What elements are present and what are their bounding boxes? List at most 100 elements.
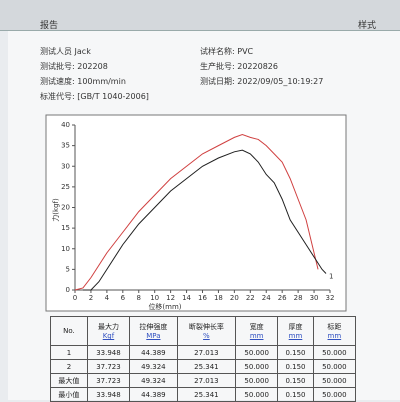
info-field: 测试批号: 202208 — [40, 61, 108, 72]
table-cell: 44.389 — [129, 345, 178, 360]
table-cell: 2 — [50, 359, 88, 374]
table-row: 1 33.948 44.389 27.013 50.000 0.150 50.000 — [50, 345, 357, 360]
column-name: 宽度 — [249, 323, 264, 331]
column-name: 断裂伸长率 — [188, 323, 224, 331]
field-label: 生产批号: — [200, 62, 235, 71]
table-cell: 50.000 — [312, 345, 357, 360]
table-cell: 37.723 — [86, 373, 131, 388]
data-line — [74, 133, 319, 291]
x-tick-label: 26 — [278, 294, 287, 302]
column-name: 厚度 — [288, 323, 303, 331]
tab[interactable]: 样式 — [358, 21, 377, 31]
field-label: 试样名称: — [200, 47, 235, 56]
column-header: No. — [50, 316, 88, 346]
table-cell: 25.341 — [176, 359, 237, 374]
column-header: 最大力 Kgf — [86, 316, 131, 346]
column-name: 最大力 — [97, 323, 119, 331]
column-name: 标距 — [327, 323, 342, 331]
y-tick-label: 15 — [61, 224, 70, 232]
x-tick-label: 12 — [166, 294, 175, 302]
table-cell: 最小值 — [50, 387, 88, 402]
table-cell: 0.150 — [277, 359, 314, 374]
info-field: 测试速度: 100mm/min — [40, 76, 126, 87]
field-label: 标准代号: — [40, 92, 75, 101]
table-row: 2 37.723 49.324 25.341 50.000 0.150 50.000 — [50, 359, 357, 374]
table-cell: 50.000 — [312, 387, 357, 402]
curve-label: 1 — [329, 273, 333, 281]
y-tick-label: 40 — [61, 121, 70, 129]
chart-frame — [45, 114, 347, 312]
column-unit: % — [203, 332, 210, 340]
toolbar: 报告 样式 — [0, 0, 400, 31]
column-name: 拉伸强度 — [139, 323, 168, 331]
x-tick-label: 18 — [214, 294, 223, 302]
field-value: PVC — [237, 47, 254, 56]
field-label: 测试批号: — [40, 62, 75, 71]
table-cell: 33.948 — [86, 387, 131, 402]
tab[interactable]: 报告 — [40, 21, 59, 31]
table-cell: 49.324 — [129, 373, 178, 388]
x-tick-label: 32 — [326, 294, 335, 302]
table-cell: 最大值 — [50, 373, 88, 388]
table-cell: 50.000 — [235, 373, 279, 388]
table-cell: 0.150 — [277, 373, 314, 388]
column-unit: Kgf — [102, 332, 115, 340]
table-cell: 0.150 — [277, 345, 314, 360]
info-field: 试样名称: PVC — [200, 46, 253, 57]
y-tick-label: 25 — [61, 183, 70, 191]
table-cell: 27.013 — [176, 345, 237, 360]
x-tick-label: 8 — [137, 294, 141, 302]
table-cell: 1 — [50, 345, 88, 360]
y-axis-label: 力(kgf) — [51, 198, 60, 222]
field-value: 20220826 — [237, 62, 278, 71]
column-header: 厚度 mm — [277, 316, 314, 346]
table-cell: 50.000 — [235, 345, 279, 360]
y-tick-label: 10 — [61, 245, 70, 253]
column-name: No. — [63, 327, 75, 335]
column-header: 断裂伸长率% — [176, 316, 237, 346]
x-tick-label: 20 — [230, 294, 239, 302]
table-cell: 50.000 — [235, 387, 279, 402]
field-value: Jack — [74, 47, 91, 56]
table-cell: 33.948 — [86, 345, 131, 360]
y-tick-label: 0 — [66, 286, 70, 294]
x-tick-label: 6 — [121, 294, 126, 302]
x-tick-label: 24 — [262, 294, 271, 302]
column-header: 宽度 mm — [235, 316, 279, 346]
x-tick-label: 22 — [246, 294, 255, 302]
table-cell: 44.389 — [129, 387, 178, 402]
field-value: 202208 — [77, 62, 108, 71]
x-tick-label: 28 — [294, 294, 303, 302]
x-tick-label: 2 — [89, 294, 93, 302]
column-unit: mm — [288, 332, 303, 340]
y-tick-label: 35 — [61, 142, 70, 150]
field-label: 测试人员 — [40, 47, 72, 56]
table-cell: 50.000 — [312, 373, 357, 388]
column-unit: MPa — [146, 332, 161, 340]
info-field: 生产批号: 20220826 — [200, 61, 278, 72]
table-row: 最小值 33.948 44.389 25.341 50.000 0.150 50.000 — [50, 387, 357, 402]
column-header: 标距 mm — [312, 316, 357, 346]
table-cell: 50.000 — [235, 359, 279, 374]
table-cell: 27.013 — [176, 373, 237, 388]
x-tick-label: 16 — [198, 294, 207, 302]
column-header: 拉伸强度 MPa — [129, 316, 178, 346]
table-cell: 37.723 — [86, 359, 131, 374]
table-cell: 49.324 — [129, 359, 178, 374]
table-row: 最大值 37.723 49.324 27.013 50.000 0.150 50.000 — [50, 373, 357, 388]
field-value: 2022/09/05_10:19:27 — [237, 77, 324, 86]
y-tick-label: 30 — [61, 162, 70, 170]
table-cell: 50.000 — [312, 359, 357, 374]
info-field: 标准代号: [GB/T 1040-2006] — [40, 91, 149, 102]
table-cell: 25.341 — [176, 387, 237, 402]
y-tick-label: 5 — [66, 265, 70, 273]
x-tick-label: 4 — [105, 294, 110, 302]
x-axis-label: 位移(mm) — [148, 302, 181, 311]
x-tick-label: 10 — [150, 294, 159, 302]
field-label: 测试日期: — [200, 77, 235, 86]
field-value: 100mm/min — [77, 77, 126, 86]
x-tick-label: 30 — [310, 294, 319, 302]
table-cell: 0.150 — [277, 387, 314, 402]
